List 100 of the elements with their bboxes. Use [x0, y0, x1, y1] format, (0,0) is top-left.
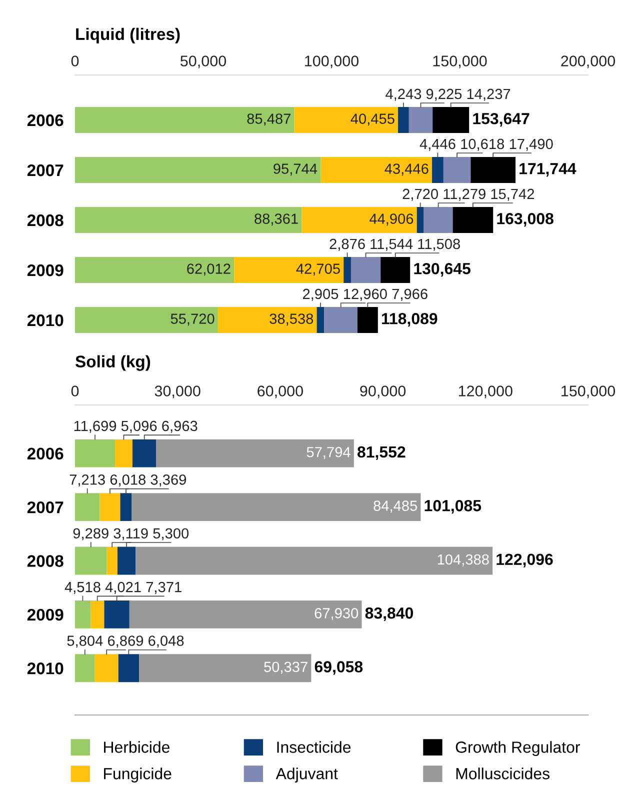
y-tick-label: 2006	[27, 448, 64, 460]
total-label: 101,085	[424, 500, 482, 514]
bar	[75, 257, 234, 283]
bar	[432, 107, 470, 133]
x-tick-label: 120,000	[458, 386, 512, 398]
data-label: 7,966	[392, 288, 428, 301]
bar	[75, 546, 107, 575]
bar	[139, 654, 312, 682]
total-label: 83,840	[365, 607, 414, 622]
data-label: 3,119	[114, 528, 148, 540]
bar	[324, 307, 358, 333]
data-label: 6,869	[108, 636, 144, 648]
data-label: 55,720	[170, 314, 214, 326]
bar	[350, 257, 381, 283]
bar	[320, 157, 432, 183]
y-tick-label: 2008	[27, 555, 64, 567]
data-label: 5,804	[67, 636, 103, 648]
bar	[118, 654, 140, 682]
y-tick-label: 2009	[27, 264, 64, 276]
legend-label: Growth Regulator	[456, 741, 580, 756]
data-label: 5,096	[121, 420, 157, 433]
total-label: 130,645	[414, 262, 470, 277]
bar	[75, 307, 218, 333]
data-label: 3,369	[150, 474, 186, 487]
x-tick-label: 30,000	[154, 386, 200, 398]
data-label: 11,544	[370, 238, 413, 251]
y-tick-label: 2006	[27, 114, 64, 126]
bar	[100, 493, 120, 521]
data-label: 95,744	[274, 164, 318, 176]
data-label: 4,446	[420, 138, 456, 151]
bar	[75, 439, 116, 468]
bar	[75, 157, 321, 183]
bar	[344, 257, 351, 283]
data-label: 104,388	[438, 554, 489, 566]
total-label: 163,008	[497, 212, 554, 227]
data-label: 44,906	[369, 214, 414, 226]
bar	[416, 207, 424, 233]
bar	[443, 157, 471, 183]
bar	[94, 654, 118, 682]
bar	[218, 307, 317, 333]
bar	[90, 600, 104, 628]
y-tick-label: 2010	[27, 314, 64, 326]
data-label: 7,371	[146, 582, 182, 594]
bar	[408, 107, 433, 133]
bar	[117, 546, 136, 575]
bar	[75, 654, 95, 682]
bar	[120, 493, 132, 521]
bar	[302, 207, 417, 233]
total-label: 153,647	[473, 112, 530, 127]
x-tick-label: 0	[71, 56, 79, 66]
legend-label: Fungicide	[104, 768, 172, 782]
bar	[294, 107, 398, 133]
total-label: 122,096	[496, 554, 553, 568]
bar	[398, 107, 409, 133]
total-label: 118,089	[382, 312, 438, 327]
bar	[432, 157, 444, 183]
data-label: 38,538	[270, 314, 314, 326]
data-label: 4,243	[386, 88, 422, 101]
y-tick-label: 2009	[27, 608, 64, 621]
data-label: 11,508	[418, 238, 460, 251]
data-label: 11,279	[444, 188, 486, 201]
y-tick-label: 2007	[27, 164, 64, 176]
bar	[106, 546, 118, 575]
bar	[136, 546, 493, 575]
legend-label: Molluscicides	[456, 768, 550, 780]
y-tick-label: 2007	[27, 501, 64, 514]
bar	[452, 207, 494, 233]
bar	[75, 600, 90, 628]
data-label: 5,300	[153, 528, 189, 540]
data-label: 6,963	[162, 420, 198, 433]
data-label: 40,455	[350, 114, 394, 126]
x-axis-title: Liquid (litres)	[76, 28, 180, 44]
data-label: 12,960	[344, 288, 387, 301]
bar	[156, 439, 354, 468]
bar	[75, 207, 302, 233]
data-label: 10,618	[461, 138, 504, 151]
bar	[380, 257, 410, 283]
legend-label: Adjuvant	[276, 768, 338, 782]
bar	[132, 439, 156, 468]
x-tick-label: 0	[71, 386, 79, 396]
data-label: 9,289	[73, 528, 108, 540]
data-label: 2,905	[302, 288, 338, 301]
bar	[104, 600, 130, 628]
x-tick-label: 150,000	[562, 386, 616, 398]
x-tick-label: 50,000	[180, 56, 226, 68]
bar	[129, 600, 362, 628]
data-label: 4,518	[64, 582, 100, 594]
data-label: 88,361	[254, 214, 298, 226]
legend-label: Insecticide	[277, 741, 351, 753]
data-label: 7,213	[70, 474, 105, 487]
data-label: 15,742	[491, 188, 534, 201]
x-tick-label: 90,000	[360, 386, 406, 398]
data-label: 2,876	[330, 238, 365, 251]
data-label: 57,794	[306, 446, 350, 459]
data-label: 84,485	[374, 500, 418, 513]
data-label: 42,705	[296, 264, 340, 276]
y-tick-label: 2008	[27, 214, 64, 226]
y-tick-label: 2010	[27, 662, 64, 674]
x-tick-label: 200,000	[561, 56, 616, 68]
data-label: 62,012	[187, 264, 230, 276]
